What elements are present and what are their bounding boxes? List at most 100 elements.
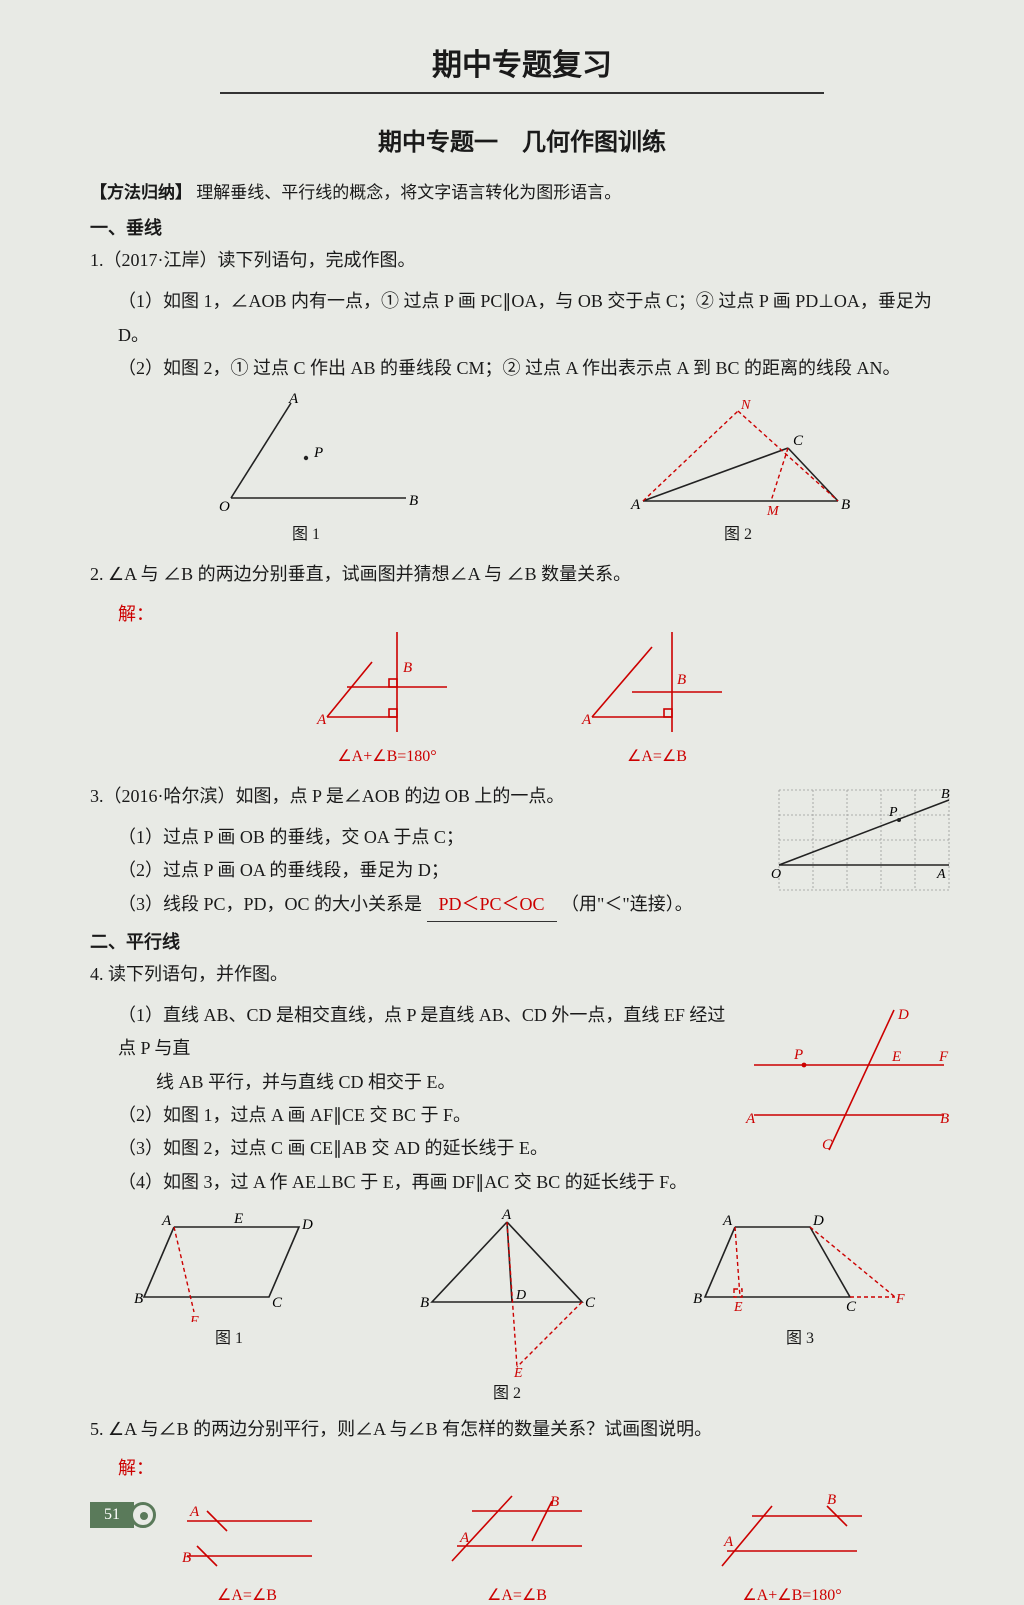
q4-s2: （2）如图 1，过点 A 画 AF∥CE 交 BC 于 F。 (118, 1099, 734, 1132)
svg-text:B: B (940, 1111, 949, 1127)
svg-text:B: B (841, 497, 850, 513)
svg-text:O: O (771, 867, 781, 882)
svg-text:B: B (693, 1291, 702, 1307)
svg-text:B: B (941, 787, 950, 802)
q4-fig1: A E D B C F 图 1 (134, 1207, 324, 1348)
method-block: 【方法归纳】 理解垂线、平行线的概念，将文字语言转化为图形语言。 (90, 179, 954, 206)
svg-text:D: D (301, 1217, 313, 1233)
svg-text:P: P (888, 805, 898, 820)
q5-fig-a: A B ∠A=∠B (172, 1486, 322, 1605)
q3-stem: 3.（2016·哈尔滨）如图，点 P 是∠AOB 的边 OB 上的一点。 (90, 780, 749, 813)
svg-text:D: D (897, 1007, 909, 1023)
q4-fig-row: A E D B C F 图 1 A B C D E 图 2 (90, 1207, 954, 1403)
q5-fig-a-cap: ∠A=∠B (172, 1585, 322, 1605)
q4-wrap: （1）直线 AB、CD 是相交直线，点 P 是直线 AB、CD 外一点，直线 E… (90, 999, 954, 1199)
main-title: 期中专题复习 (90, 40, 954, 84)
q2-fig-b-cap: ∠A=∠B (577, 746, 737, 766)
svg-text:D: D (515, 1288, 526, 1303)
q2-stem: 2. ∠A 与 ∠B 的两边分别垂直，试画图并猜想∠A 与 ∠B 数量关系。 (90, 558, 954, 591)
q1-fig1-label: 图 1 (191, 520, 421, 544)
svg-text:B: B (827, 1492, 836, 1508)
method-text: 理解垂线、平行线的概念，将文字语言转化为图形语言。 (196, 183, 621, 202)
q4-fig2-label: 图 2 (412, 1379, 602, 1403)
q3-s3-ans: PD＜PC＜OC (427, 888, 557, 922)
svg-text:E: E (233, 1211, 243, 1227)
svg-text:F: F (895, 1292, 905, 1307)
q4-stem: 4. 读下列语句，并作图。 (90, 958, 954, 991)
svg-text:D: D (812, 1213, 824, 1229)
svg-text:A: A (501, 1207, 512, 1223)
q5-fig-b-cap: ∠A=∠B (442, 1585, 592, 1605)
q3-s3b: （用"＜"连接）。 (561, 894, 693, 914)
q1-stem: 1.（2017·江岸）读下列语句，完成作图。 (90, 244, 954, 277)
svg-text:B: B (182, 1550, 191, 1566)
q3-s3a: （3）线段 PC，PD，OC 的大小关系是 (118, 894, 422, 914)
q4-fig3-label: 图 3 (690, 1324, 910, 1348)
q4-s4: （4）如图 3，过 A 作 AE⊥BC 于 E，再画 DF∥AC 交 BC 的延… (118, 1166, 734, 1199)
svg-text:P: P (793, 1047, 803, 1063)
q1-s2: （2）如图 2，① 过点 C 作出 AB 的垂线段 CM；② 过点 A 作出表示… (118, 352, 954, 385)
svg-text:A: A (581, 712, 592, 728)
q4-s1b: 线 AB 平行，并与直线 CD 相交于 E。 (156, 1066, 734, 1099)
svg-text:F: F (938, 1049, 949, 1065)
q2-fig-a: A B ∠A+∠B=180° (307, 632, 467, 766)
q2-fig-b: A B ∠A=∠B (577, 632, 737, 766)
svg-text:A: A (745, 1111, 756, 1127)
q2-solve: 解： (118, 600, 954, 626)
svg-text:A: A (722, 1213, 733, 1229)
q4-s1a: （1）直线 AB、CD 是相交直线，点 P 是直线 AB、CD 外一点，直线 E… (118, 999, 734, 1066)
svg-text:A: A (459, 1530, 470, 1546)
q1-fig2-label: 图 2 (623, 520, 853, 544)
q2-fig-row: A B ∠A+∠B=180° A B ∠A=∠B (90, 632, 954, 766)
section-1: 一、垂线 (90, 214, 954, 240)
svg-text:C: C (585, 1295, 596, 1311)
q1-fig1: A O B P 图 1 (191, 393, 421, 544)
svg-text:A: A (161, 1213, 172, 1229)
page-number: 51 (90, 1502, 156, 1528)
q4-fig1-label: 图 1 (134, 1324, 324, 1348)
section-2: 二、平行线 (90, 928, 954, 954)
page-number-text: 51 (90, 1502, 134, 1528)
svg-text:A: A (936, 867, 946, 882)
svg-text:A: A (630, 497, 641, 513)
q3-s2: （2）过点 P 画 OA 的垂线段，垂足为 D； (118, 854, 749, 887)
q4-s3: （3）如图 2，过点 C 画 CE∥AB 交 AD 的延长线于 E。 (118, 1132, 734, 1165)
title-rule (220, 92, 825, 94)
svg-text:B: B (677, 672, 686, 688)
q1-s1: （1）如图 1，∠AOB 内有一点，① 过点 P 画 PC∥OA，与 OB 交于… (118, 285, 954, 352)
svg-text:A: A (723, 1534, 734, 1550)
svg-text:C: C (272, 1295, 283, 1311)
q3-wrap: 3.（2016·哈尔滨）如图，点 P 是∠AOB 的边 OB 上的一点。 （1）… (90, 780, 954, 922)
svg-text:C: C (793, 433, 804, 449)
svg-text:E: E (733, 1300, 743, 1315)
q5-solve: 解： (118, 1454, 954, 1480)
svg-text:C: C (822, 1137, 833, 1153)
q5-fig-b: A B ∠A=∠B (442, 1486, 592, 1605)
q5-stem: 5. ∠A 与∠B 的两边分别平行，则∠A 与∠B 有怎样的数量关系？试画图说明… (90, 1413, 954, 1446)
q1-fig2: A B C M N 图 2 (623, 393, 853, 544)
svg-text:A: A (316, 712, 327, 728)
q4-fig3: A D B C E F 图 3 (690, 1207, 910, 1348)
q5-fig-c: A B ∠A+∠B=180° (712, 1486, 872, 1605)
svg-text:E: E (891, 1049, 901, 1065)
svg-text:B: B (134, 1291, 143, 1307)
q5-fig-c-cap: ∠A+∠B=180° (712, 1585, 872, 1605)
svg-text:A: A (288, 393, 299, 407)
svg-text:B: B (420, 1295, 429, 1311)
svg-text:F: F (189, 1314, 199, 1322)
sub-title: 期中专题一 几何作图训练 (90, 122, 954, 157)
svg-text:C: C (846, 1299, 857, 1315)
svg-text:B: B (403, 660, 412, 676)
svg-text:O: O (219, 499, 230, 515)
svg-text:B: B (550, 1494, 559, 1510)
svg-text:A: A (189, 1504, 200, 1520)
svg-text:N: N (740, 398, 751, 413)
q1-fig-row: A O B P 图 1 A B C M N 图 2 (90, 393, 954, 544)
method-label: 【方法归纳】 (90, 183, 192, 202)
svg-text:M: M (766, 504, 780, 518)
q3-fig: O A B P (769, 780, 954, 922)
page-number-icon (130, 1502, 156, 1528)
q3-s3: （3）线段 PC，PD，OC 的大小关系是 PD＜PC＜OC （用"＜"连接）。 (118, 888, 749, 922)
q4-right-fig: P E F D A B C (744, 999, 954, 1199)
q3-s1: （1）过点 P 画 OB 的垂线，交 OA 于点 C； (118, 821, 749, 854)
